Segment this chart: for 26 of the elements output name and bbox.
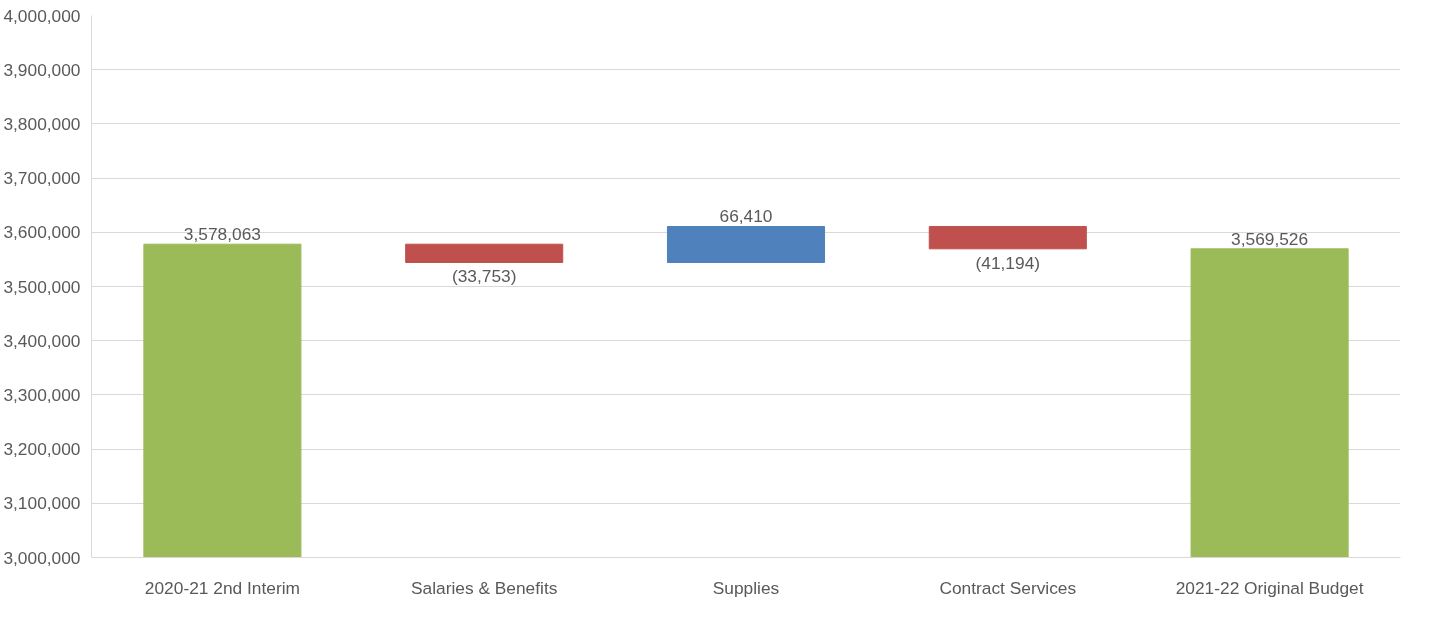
x-tick-label: 2020-21 2nd Interim: [144, 577, 300, 598]
x-tick-label: Salaries & Benefits: [411, 577, 558, 598]
x-tick-label: Contract Services: [939, 577, 1077, 598]
x-tick-label: Supplies: [712, 577, 780, 598]
data-label: 3,569,526: [1231, 228, 1309, 249]
data-label: 66,410: [719, 206, 773, 227]
y-tick-label: 3,400,000: [3, 330, 81, 351]
y-tick-label: 3,700,000: [3, 168, 81, 189]
bar: [405, 243, 564, 263]
bar: [928, 225, 1087, 250]
data-label: (33,753): [451, 266, 517, 287]
y-tick-label: 4,000,000: [3, 5, 81, 26]
y-tick-label: 3,900,000: [3, 59, 81, 80]
bar: [666, 225, 826, 263]
bar: [1190, 248, 1349, 558]
y-tick-label: 3,100,000: [3, 493, 81, 514]
bar: [143, 243, 302, 558]
y-tick-label: 3,600,000: [3, 222, 81, 243]
data-label: 3,578,063: [183, 224, 261, 245]
y-tick-label: 3,200,000: [3, 439, 81, 460]
x-tick-label: 2021-22 Original Budget: [1175, 577, 1364, 598]
y-tick-label: 3,300,000: [3, 384, 81, 405]
data-label: (41,194): [975, 252, 1041, 273]
y-tick-label: 3,500,000: [3, 276, 81, 297]
y-tick-label: 3,800,000: [3, 113, 81, 134]
y-tick-label: 3,000,000: [3, 547, 81, 568]
